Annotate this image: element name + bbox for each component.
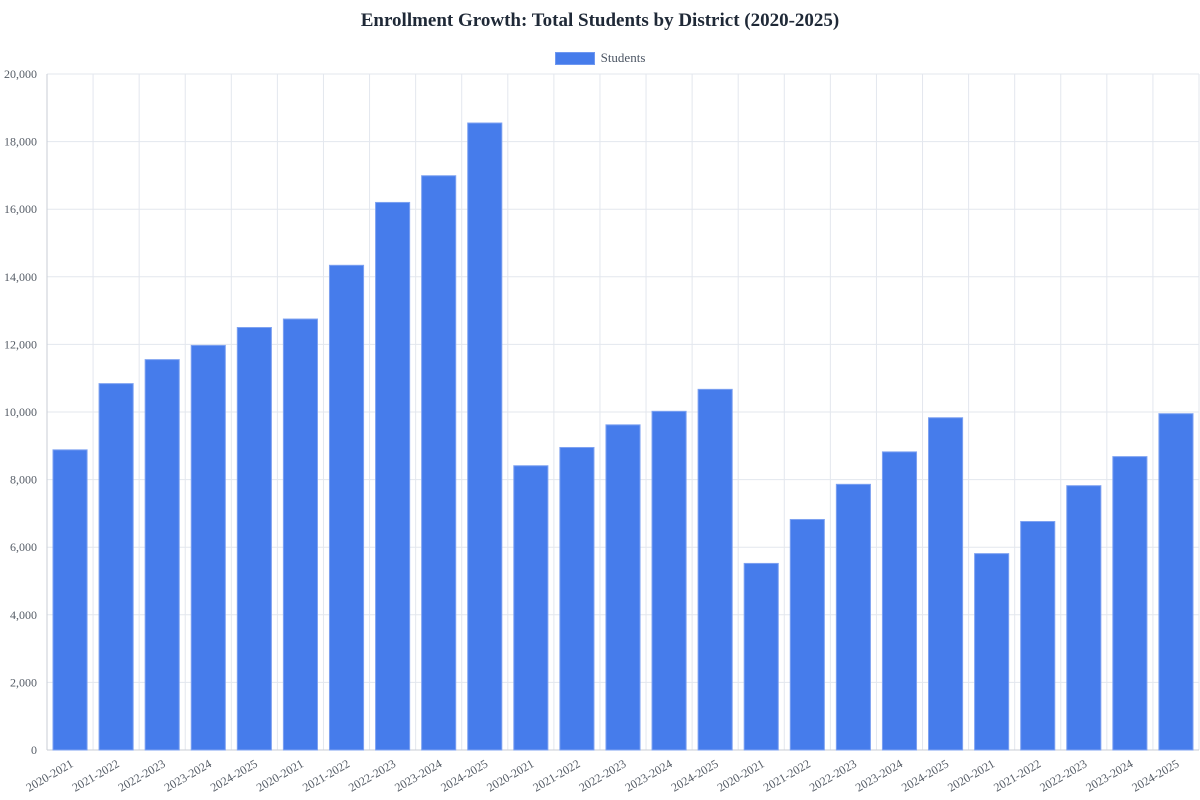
- x-tick-label: 2020-2021: [24, 756, 76, 794]
- bar[interactable]: [467, 122, 503, 751]
- x-tick-label: 2024-2025: [669, 756, 721, 794]
- bar[interactable]: [513, 465, 549, 751]
- bar[interactable]: [1066, 485, 1102, 751]
- x-tick-label: 2023-2024: [1083, 756, 1135, 794]
- bar[interactable]: [236, 327, 272, 751]
- bar[interactable]: [98, 383, 134, 751]
- bar[interactable]: [928, 417, 964, 751]
- x-tick-label: 2022-2023: [807, 756, 859, 794]
- bar[interactable]: [743, 562, 779, 751]
- y-tick-label: 2,000: [10, 675, 37, 689]
- x-tick-label: 2021-2022: [300, 756, 352, 794]
- x-tick-label: 2024-2025: [208, 756, 260, 794]
- x-tick-label: 2023-2024: [853, 756, 905, 794]
- bar[interactable]: [881, 451, 918, 751]
- bar[interactable]: [651, 410, 687, 751]
- x-tick-label: 2024-2025: [1129, 756, 1181, 794]
- y-tick-label: 12,000: [4, 337, 37, 351]
- bar[interactable]: [421, 175, 457, 751]
- x-tick-label: 2021-2022: [991, 756, 1043, 794]
- legend-label: Students: [600, 50, 646, 65]
- bar[interactable]: [605, 424, 641, 751]
- bar[interactable]: [789, 518, 825, 751]
- legend[interactable]: Students: [0, 50, 1200, 66]
- y-tick-label: 6,000: [10, 540, 37, 554]
- bar[interactable]: [328, 264, 365, 751]
- x-tick-label: 2023-2024: [392, 756, 444, 794]
- bar[interactable]: [144, 359, 180, 751]
- y-tick-label: 8,000: [10, 473, 37, 487]
- x-tick-label: 2021-2022: [761, 756, 813, 794]
- x-tick-label: 2020-2021: [484, 756, 536, 794]
- bar[interactable]: [52, 449, 88, 751]
- x-tick-label: 2021-2022: [70, 756, 122, 794]
- x-tick-label: 2021-2022: [530, 756, 582, 794]
- x-tick-label: 2020-2021: [945, 756, 997, 794]
- x-tick-label: 2020-2021: [715, 756, 767, 794]
- bar[interactable]: [835, 483, 871, 751]
- x-tick-label: 2022-2023: [346, 756, 398, 794]
- y-tick-label: 16,000: [4, 202, 37, 216]
- y-tick-label: 14,000: [4, 270, 37, 284]
- bar[interactable]: [974, 553, 1010, 751]
- y-tick-label: 4,000: [10, 608, 37, 622]
- bar[interactable]: [1020, 521, 1056, 751]
- bar[interactable]: [1112, 456, 1148, 751]
- legend-swatch: [554, 51, 595, 65]
- x-tick-label: 2022-2023: [116, 756, 168, 794]
- bar[interactable]: [375, 201, 411, 751]
- x-tick-label: 2024-2025: [438, 756, 490, 794]
- x-tick-label: 2023-2024: [162, 756, 214, 794]
- y-tick-label: 0: [31, 743, 37, 757]
- bar[interactable]: [697, 388, 733, 751]
- x-tick-label: 2020-2021: [254, 756, 306, 794]
- x-tick-label: 2022-2023: [1037, 756, 1089, 794]
- chart-title: Enrollment Growth: Total Students by Dis…: [360, 10, 840, 31]
- bar[interactable]: [190, 344, 226, 751]
- x-tick-label: 2022-2023: [576, 756, 628, 794]
- bar[interactable]: [1158, 413, 1194, 751]
- x-tick-label: 2024-2025: [899, 756, 951, 794]
- y-tick-label: 10,000: [4, 405, 37, 419]
- y-tick-label: 20,000: [4, 67, 37, 81]
- x-tick-label: 2023-2024: [623, 756, 675, 794]
- y-tick-label: 18,000: [4, 135, 37, 149]
- bar[interactable]: [559, 446, 595, 751]
- bar[interactable]: [282, 318, 318, 751]
